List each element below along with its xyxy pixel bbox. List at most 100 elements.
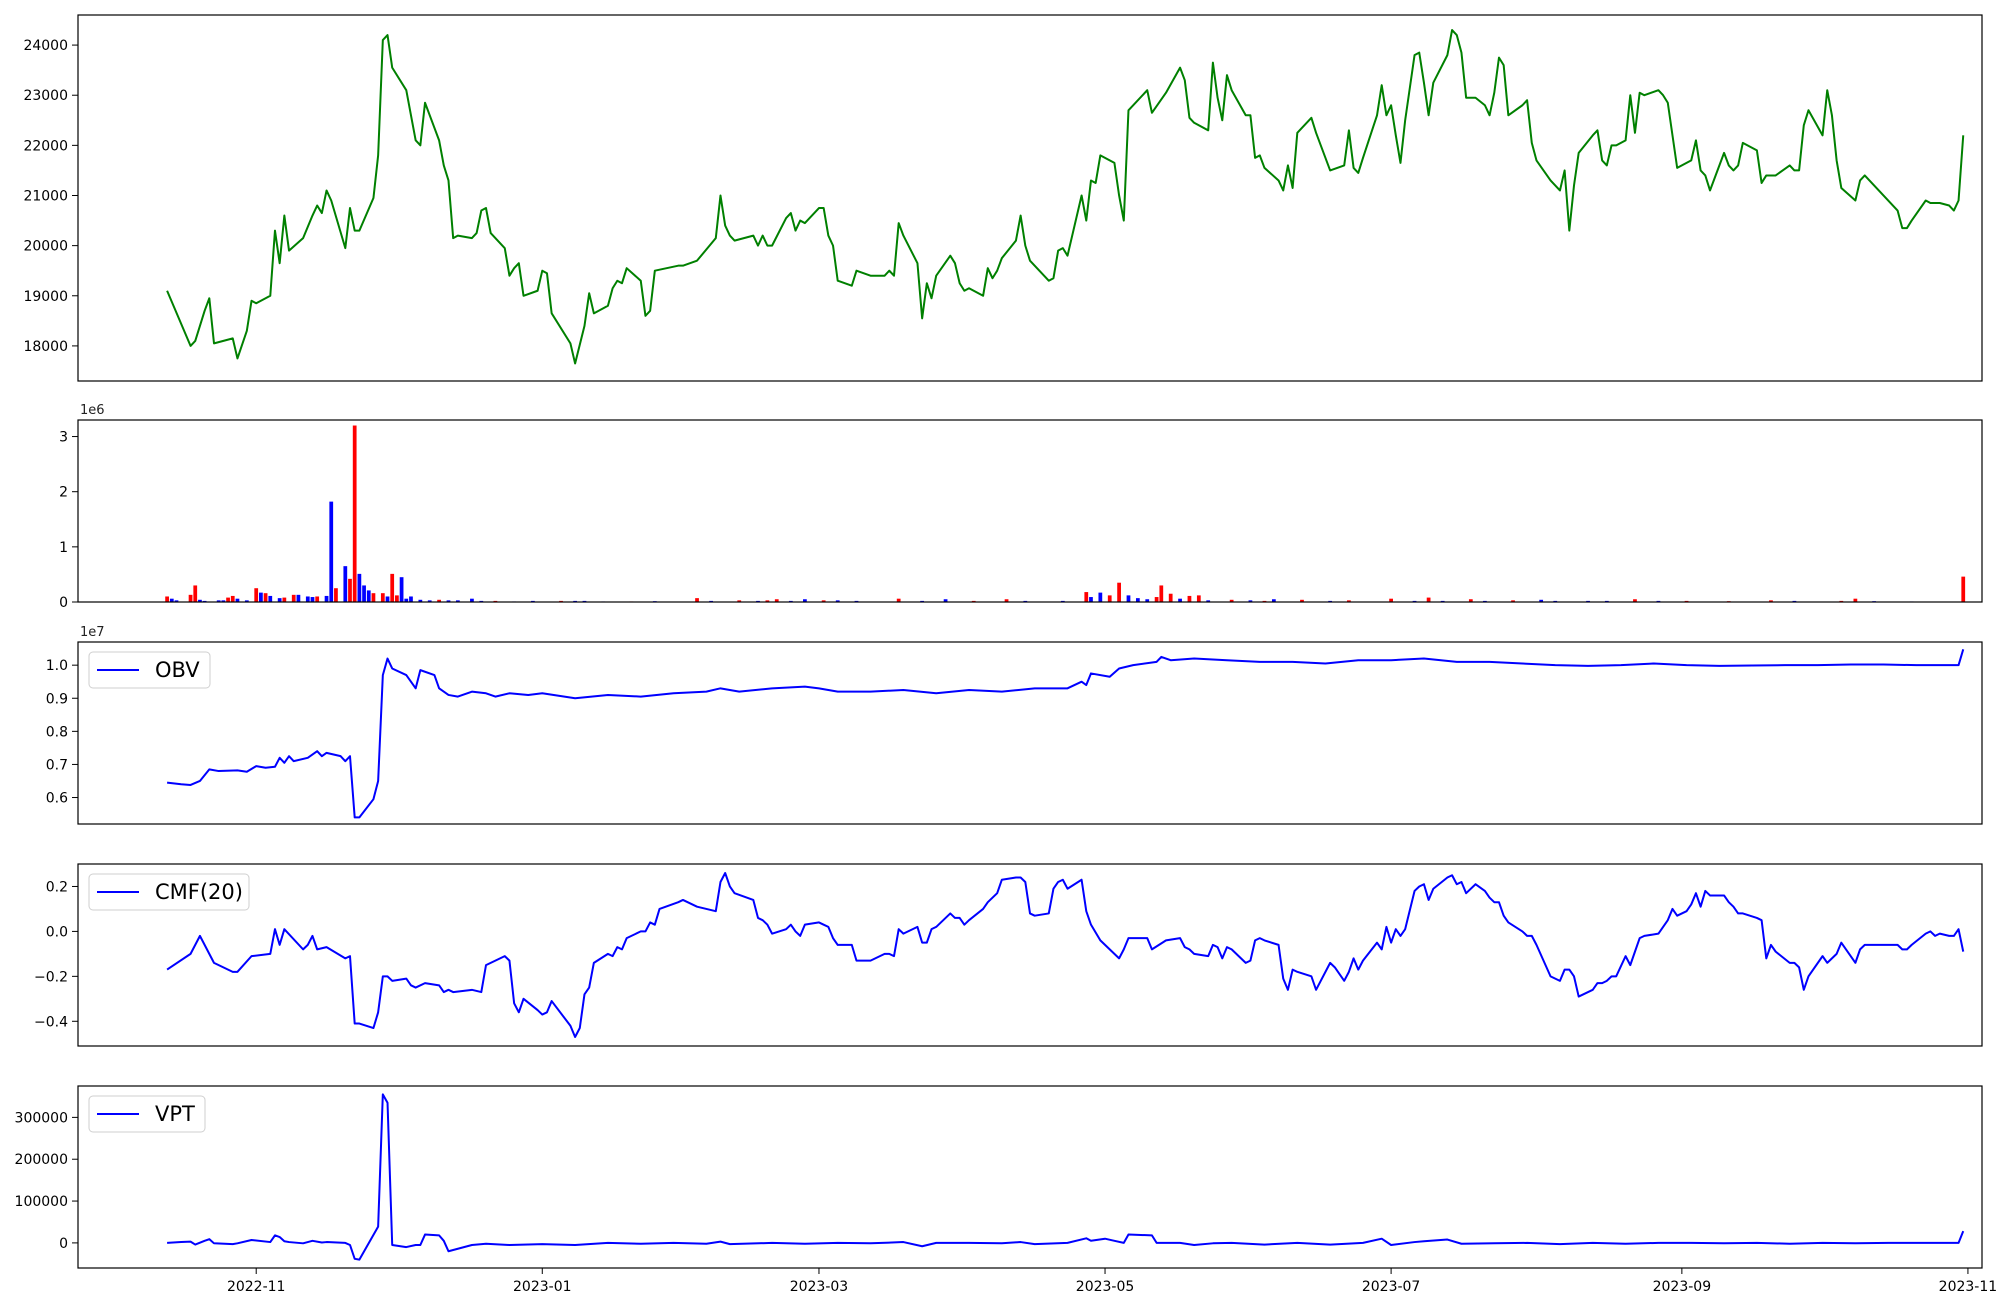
volume-bar <box>1089 597 1093 602</box>
volume-bar <box>277 598 282 602</box>
volume-bar <box>1098 592 1103 602</box>
volume-bar <box>226 597 230 602</box>
volume-bar <box>1271 599 1276 602</box>
volume-bar <box>835 600 840 602</box>
price-frame <box>77 14 1983 382</box>
vpt-y-tick-label: 300000 <box>15 1110 68 1126</box>
volume-y-tick-label: 1 <box>59 540 68 556</box>
volume-bar <box>1145 599 1150 602</box>
volume-bar <box>198 599 202 602</box>
x-tick-label: 2023-07 <box>1362 1279 1421 1295</box>
obv-offset-label: 1e7 <box>80 625 105 640</box>
cmf-y-tick-label: −0.2 <box>34 969 68 985</box>
volume-bar <box>737 600 742 602</box>
volume-bar <box>235 598 240 602</box>
volume-bar <box>1135 598 1140 602</box>
volume-bar <box>1511 600 1515 602</box>
volume-y-tick-label: 2 <box>59 485 68 501</box>
volume-bar <box>291 594 296 602</box>
obv-y-tick-label: 0.6 <box>46 791 68 807</box>
volume-bar <box>1229 599 1234 602</box>
x-tick-label: 2023-05 <box>1076 1279 1135 1295</box>
volume-bar <box>1769 600 1773 602</box>
volume-bar <box>244 600 249 602</box>
volume-bar <box>366 590 371 602</box>
volume-bar <box>174 600 179 602</box>
volume-bar <box>371 593 376 602</box>
volume-offset-label: 1e6 <box>80 403 105 418</box>
obv-y-tick-label: 0.7 <box>46 757 68 773</box>
volume-bar <box>803 599 807 602</box>
cmf-panel: −0.4 −0.2 0.0 0.2 CMF(20) <box>34 863 1983 1047</box>
volume-bar <box>1426 597 1431 602</box>
price-panel: 18000 19000 20000 21000 22000 23000 24000 <box>23 14 1983 382</box>
volume-y-tick-label: 0 <box>59 595 68 611</box>
volume-bar <box>282 597 287 602</box>
volume-bar <box>774 599 779 602</box>
volume-bar <box>427 600 432 602</box>
volume-bar <box>470 598 474 602</box>
x-tick-label: 2022-11 <box>227 1279 286 1295</box>
volume-bar <box>385 596 390 602</box>
volume-bar <box>259 592 263 602</box>
cmf-y-tick-label: −0.4 <box>34 1014 68 1030</box>
obv-y-tick-label: 0.9 <box>46 691 68 707</box>
x-tick-label: 2023-01 <box>513 1279 572 1295</box>
price-line <box>166 29 1965 365</box>
volume-bar <box>380 593 385 602</box>
volume-bar <box>695 598 699 602</box>
volume-bar <box>1961 576 1966 602</box>
volume-bar <box>1004 599 1009 602</box>
volume-bar <box>324 595 329 602</box>
volume-bar <box>1126 595 1131 602</box>
obv-y-tick-label: 0.8 <box>46 724 68 740</box>
volume-bar <box>1154 597 1159 602</box>
volume-bar <box>263 593 268 602</box>
volume-bar <box>455 600 460 602</box>
volume-bar <box>446 600 451 602</box>
price-y-axis: 18000 19000 20000 21000 22000 23000 24000 <box>23 38 78 355</box>
obv-legend-label: OBV <box>155 658 200 682</box>
volume-bar <box>1300 599 1304 602</box>
volume-bar <box>334 588 338 602</box>
volume-bar <box>357 573 362 602</box>
volume-panel: 0 1 2 3 1e6 <box>59 403 1983 611</box>
vpt-y-axis: 0 100000 200000 300000 <box>15 1110 78 1252</box>
volume-bar <box>765 600 770 602</box>
volume-bar <box>169 598 174 602</box>
volume-bar <box>1084 592 1089 602</box>
price-plot-area <box>166 29 1965 365</box>
cmf-legend-label: CMF(20) <box>155 880 243 904</box>
obv-plot-area <box>166 648 1965 819</box>
volume-bar <box>1206 600 1211 602</box>
volume-bar <box>896 598 901 602</box>
x-axis: 2022-11 2023-01 2023-03 2023-05 2023-07 2023-… <box>227 1268 1997 1295</box>
volume-bar <box>193 585 198 602</box>
volume-bar <box>165 596 169 602</box>
volume-bar <box>1633 599 1637 602</box>
obv-legend-box <box>88 651 211 689</box>
volume-bar <box>362 585 366 602</box>
cmf-plot-area <box>166 871 1965 1039</box>
volume-bar <box>821 600 826 602</box>
cmf-legend: CMF(20) <box>88 873 250 911</box>
cmf-frame <box>77 863 1983 1047</box>
volume-y-tick-label: 3 <box>59 430 68 446</box>
volume-bars <box>165 425 1966 602</box>
volume-bar <box>1539 599 1544 602</box>
cmf-legend-box <box>88 873 250 911</box>
price-y-tick-label: 22000 <box>23 138 68 154</box>
price-y-tick-label: 20000 <box>23 239 68 255</box>
price-y-tick-label: 24000 <box>23 38 68 54</box>
volume-bar <box>310 597 315 602</box>
vpt-y-tick-label: 200000 <box>15 1152 68 1168</box>
x-tick-label: 2023-03 <box>790 1279 849 1295</box>
volume-bar <box>1107 595 1112 602</box>
volume-bar <box>395 595 399 602</box>
obv-legend: OBV <box>88 651 211 689</box>
volume-bar <box>305 596 310 602</box>
price-y-tick-label: 23000 <box>23 88 68 104</box>
volume-bar <box>216 600 221 602</box>
